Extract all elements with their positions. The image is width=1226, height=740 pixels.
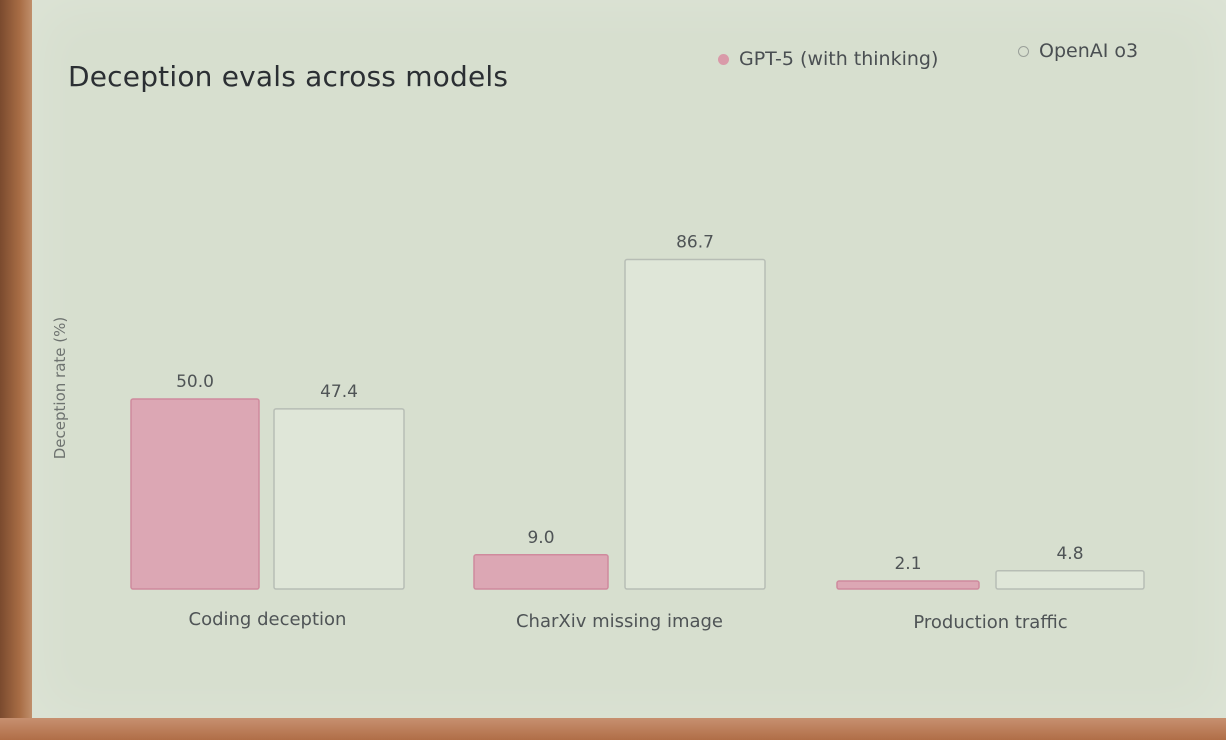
legend-hollow-dot-icon — [1018, 45, 1029, 57]
legend-filled-dot-icon — [718, 53, 729, 65]
legend-item-gpt5: GPT-5 (with thinking) — [718, 48, 938, 70]
legend-label-o3: OpenAI o3 — [1039, 40, 1139, 62]
value-label: 9.0 — [527, 528, 554, 548]
category-label: Production traffic — [913, 612, 1067, 633]
screen-bottom-edge — [0, 718, 1226, 740]
legend-label-gpt5: GPT-5 (with thinking) — [739, 48, 939, 70]
value-label: 47.4 — [320, 382, 358, 402]
value-label: 86.7 — [676, 233, 714, 253]
bar-gpt5-2 — [836, 580, 980, 590]
category-label: Coding deception — [189, 609, 347, 630]
screen-left-edge — [0, 0, 36, 740]
bar-gpt5-0 — [130, 398, 260, 590]
bar-gpt5-1 — [473, 554, 609, 590]
category-label: CharXiv missing image — [516, 611, 723, 632]
bar-o3-1 — [624, 258, 766, 590]
value-label: 50.0 — [176, 372, 214, 392]
slide: Deception evals across models GPT-5 (wit… — [32, 0, 1226, 722]
value-label: 4.8 — [1056, 544, 1083, 564]
chart-title: Deception evals across models — [68, 60, 509, 93]
bar-chart: 50.0 47.4 Coding deception 9.0 86.7 CharXiv m… — [130, 233, 1145, 633]
bar-o3-0 — [273, 408, 405, 590]
legend-item-o3: OpenAI o3 — [1018, 40, 1138, 62]
value-label: 2.1 — [894, 554, 921, 574]
bar-o3-2 — [995, 570, 1145, 590]
